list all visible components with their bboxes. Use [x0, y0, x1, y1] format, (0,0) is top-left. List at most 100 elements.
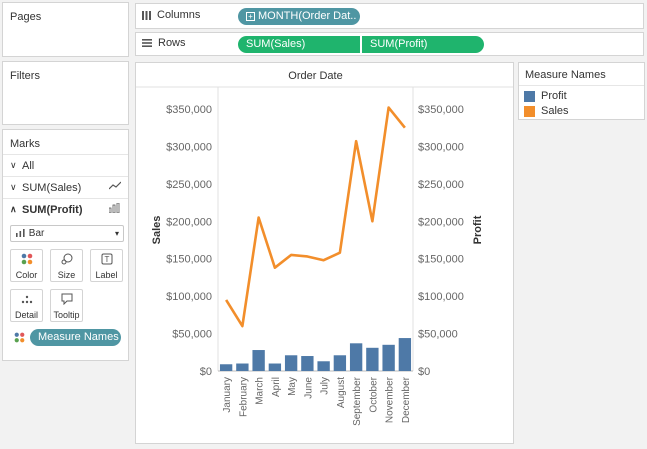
- legend-swatch-sales: [524, 105, 535, 117]
- profit-bar: [349, 343, 363, 371]
- marks-row-profit-label: SUM(Profit): [22, 203, 83, 216]
- row-pill-sales[interactable]: SUM(Sales): [238, 36, 360, 53]
- profit-bar: [219, 364, 233, 371]
- x-tick-label: May: [287, 377, 298, 396]
- sales-line: [225, 106, 406, 328]
- marks-row-sales[interactable]: ∨ SUM(Sales): [3, 176, 128, 198]
- tooltip-button-label: Tooltip: [53, 310, 80, 320]
- y2-tick-label: $250,000: [418, 179, 464, 191]
- measure-names-color-pill[interactable]: Measure Names: [30, 329, 121, 346]
- y-tick-label: $50,000: [172, 329, 212, 341]
- tooltip-icon: [51, 293, 82, 310]
- marks-row-profit[interactable]: ∧ SUM(Profit): [3, 198, 128, 220]
- color-dots-icon: [11, 253, 42, 270]
- y-tick-label: $350,000: [166, 104, 212, 116]
- mark-type-dropdown[interactable]: Bar ▾: [10, 225, 124, 242]
- rows-label: Rows: [158, 37, 186, 49]
- legend-card[interactable]: Measure Names Profit Sales: [518, 62, 645, 120]
- profit-bar: [366, 347, 379, 371]
- marks-row-all[interactable]: ∨ All: [3, 154, 128, 176]
- size-button-label: Size: [57, 270, 76, 280]
- legend-label-sales: Sales: [541, 105, 569, 117]
- column-pill-month[interactable]: + MONTH(Order Dat..: [238, 8, 360, 25]
- profit-bar: [333, 355, 347, 371]
- profit-bar: [301, 356, 314, 371]
- row-pill-profit-label: SUM(Profit): [370, 38, 428, 50]
- color-button[interactable]: Color: [10, 249, 43, 282]
- line-mark-icon: [109, 181, 121, 190]
- profit-bar: [268, 363, 282, 371]
- pages-title: Pages: [10, 11, 42, 23]
- y2-axis-title: Profit: [472, 215, 484, 244]
- label-icon: T: [91, 253, 122, 270]
- plus-icon[interactable]: +: [246, 12, 255, 21]
- column-pill-label: MONTH(Order Dat..: [258, 10, 357, 22]
- pages-card[interactable]: Pages: [2, 2, 129, 57]
- rows-label-wrap: Rows: [142, 37, 186, 49]
- bar-mark-icon: [16, 229, 25, 237]
- x-tick-label: August: [336, 377, 347, 408]
- profit-bar: [284, 355, 298, 371]
- y-tick-label: $100,000: [166, 291, 212, 303]
- y-axis-title: Sales: [151, 216, 163, 245]
- profit-bar: [382, 344, 395, 371]
- chart: Order Date $0 $0 $50,000 $50,000 $100,000 $100…: [136, 70, 513, 426]
- bar-mark-icon: [109, 203, 120, 213]
- columns-icon: [142, 10, 151, 20]
- label-button[interactable]: T Label: [90, 249, 123, 282]
- rows-shelf[interactable]: Rows SUM(Sales) SUM(Profit): [135, 32, 644, 56]
- chevron-down-icon: ∨: [10, 182, 17, 192]
- y2-tick-label: $0: [418, 366, 430, 378]
- size-button[interactable]: Size: [50, 249, 83, 282]
- dropdown-arrow-icon: ▾: [114, 229, 119, 238]
- y2-tick-label: $200,000: [418, 216, 464, 228]
- tooltip-button[interactable]: Tooltip: [50, 289, 83, 322]
- color-button-label: Color: [15, 270, 38, 280]
- chevron-up-icon: ∧: [10, 204, 17, 214]
- chart-card: Order Date $0 $0 $50,000 $50,000 $100,000 $100…: [135, 62, 514, 444]
- mark-type-label: Bar: [28, 228, 45, 239]
- legend-item-sales[interactable]: Sales: [524, 103, 569, 119]
- detail-icon: [11, 293, 42, 310]
- measure-names-pill-label: Measure Names: [38, 331, 119, 343]
- y2-tick-label: $150,000: [418, 254, 464, 266]
- profit-bar: [398, 338, 412, 371]
- row-pill-profit[interactable]: SUM(Profit): [362, 36, 484, 53]
- legend-item-profit[interactable]: Profit: [524, 88, 567, 104]
- color-dots-icon: [14, 332, 25, 346]
- x-tick-label: February: [238, 377, 249, 417]
- detail-button[interactable]: Detail: [10, 289, 43, 322]
- x-tick-label: October: [368, 376, 379, 412]
- profit-bar: [317, 361, 330, 371]
- x-tick-label: July: [320, 377, 331, 395]
- svg-text:T: T: [104, 255, 109, 264]
- y2-tick-label: $50,000: [418, 329, 458, 341]
- y2-tick-label: $350,000: [418, 104, 464, 116]
- marks-card[interactable]: Marks ∨ All ∨ SUM(Sales) ∧ SUM(Profit) B…: [2, 129, 129, 361]
- x-tick-label: June: [303, 377, 314, 399]
- y-tick-label: $250,000: [166, 179, 212, 191]
- marks-title: Marks: [10, 138, 40, 150]
- x-tick-label: November: [385, 376, 396, 423]
- columns-label-wrap: Columns: [142, 9, 200, 21]
- y-tick-label: $0: [200, 366, 212, 378]
- chevron-down-icon: ∨: [10, 160, 17, 170]
- y-tick-label: $200,000: [166, 216, 212, 228]
- x-tick-label: January: [222, 377, 233, 413]
- row-pill-sales-label: SUM(Sales): [246, 38, 306, 50]
- rows-icon: [142, 39, 152, 47]
- y2-tick-label: $100,000: [418, 291, 464, 303]
- size-icon: [51, 253, 82, 270]
- x-tick-label: September: [352, 376, 363, 426]
- legend-title: Measure Names: [525, 69, 606, 81]
- filters-card[interactable]: Filters: [2, 61, 129, 125]
- chart-title: Order Date: [288, 70, 342, 82]
- columns-shelf[interactable]: Columns + MONTH(Order Dat..: [135, 3, 644, 29]
- y-tick-label: $300,000: [166, 141, 212, 153]
- profit-bar: [236, 363, 249, 371]
- x-tick-label: March: [255, 377, 266, 405]
- columns-label: Columns: [157, 9, 201, 21]
- x-tick-label: April: [271, 377, 282, 397]
- filters-title: Filters: [10, 70, 40, 82]
- profit-bar: [252, 350, 265, 371]
